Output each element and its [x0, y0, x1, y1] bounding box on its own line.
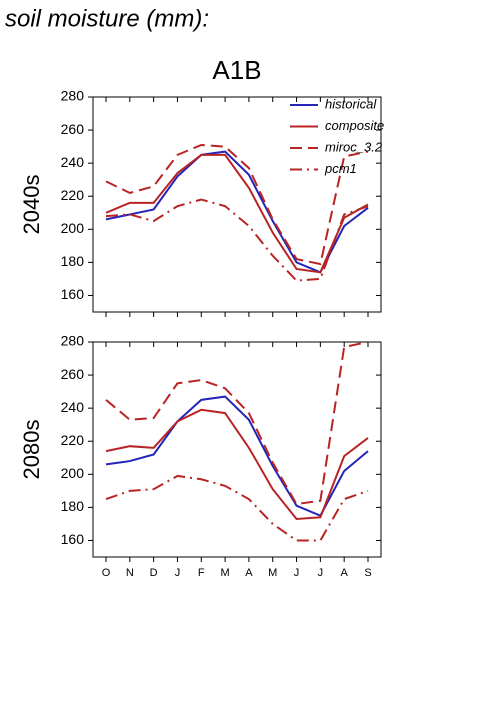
- y-tick-label: 180: [61, 498, 85, 514]
- y-tick-label: 220: [61, 432, 85, 448]
- x-tick-label: F: [198, 567, 205, 579]
- y-axis-label: 2040s: [19, 175, 44, 235]
- data-line: [105, 341, 369, 506]
- x-tick-label: A: [245, 567, 253, 579]
- plot-frame: [92, 341, 382, 558]
- legend-label: pcm1: [324, 161, 357, 176]
- y-tick-label: 220: [61, 187, 85, 203]
- legend-label: historical: [325, 96, 377, 111]
- data-line: [105, 143, 369, 266]
- y-tick-label: 200: [61, 465, 85, 481]
- page-title: soil moisture (mm):: [5, 5, 209, 32]
- x-tick-label: D: [150, 567, 158, 579]
- x-tick-label: N: [126, 567, 134, 579]
- y-tick-label: 240: [61, 399, 85, 415]
- y-tick-label: 180: [61, 253, 85, 269]
- x-tick-label: J: [318, 567, 324, 579]
- x-tick-label: J: [294, 567, 300, 579]
- y-tick-label: 260: [61, 366, 85, 382]
- y-tick-label: 280: [61, 333, 85, 349]
- x-tick-label: S: [364, 567, 371, 579]
- x-tick-label: O: [102, 567, 111, 579]
- data-line: [105, 474, 369, 542]
- x-tick-label: J: [175, 567, 181, 579]
- data-line: [105, 408, 369, 520]
- chart-subtitle: A1B: [212, 55, 261, 85]
- y-tick-label: 200: [61, 220, 85, 236]
- y-tick-label: 280: [61, 88, 85, 104]
- y-axis-label: 2080s: [19, 420, 44, 480]
- y-tick-label: 240: [61, 154, 85, 170]
- x-tick-label: M: [268, 567, 277, 579]
- x-tick-label: A: [341, 567, 349, 579]
- x-tick-label: M: [221, 567, 230, 579]
- y-tick-label: 260: [61, 121, 85, 137]
- plot-frame: [92, 96, 382, 313]
- legend-label: composite: [325, 118, 384, 133]
- legend-label: miroc_3.2: [325, 139, 383, 154]
- y-tick-label: 160: [61, 531, 85, 547]
- y-tick-label: 160: [61, 286, 85, 302]
- data-line: [105, 198, 369, 282]
- data-line: [105, 153, 369, 274]
